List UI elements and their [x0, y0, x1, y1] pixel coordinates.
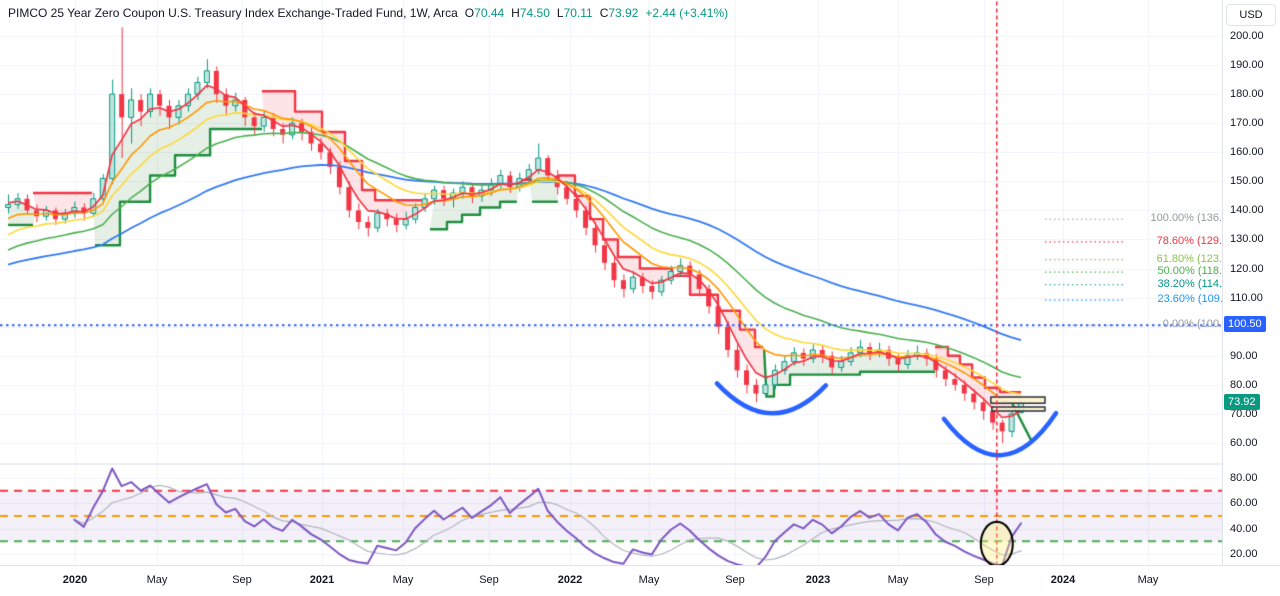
time-axis-label: May: [392, 574, 414, 586]
price-axis-label: 90.00: [1230, 349, 1258, 362]
chart-canvas[interactable]: [0, 0, 1222, 565]
time-axis-label: 2020: [62, 574, 88, 586]
price-axis-label: 200.00: [1230, 30, 1264, 42]
price-axis-label: 60.00: [1230, 436, 1258, 449]
symbol-description[interactable]: PIMCO 25 Year Zero Coupon U.S. Treasury …: [8, 6, 458, 20]
price-axis-label: 180.00: [1230, 88, 1264, 101]
price-axis[interactable]: USD 200.00 190.00 180.00 170.00 160.00 150.00…: [1222, 0, 1280, 565]
fib-level-label: 0.00% (100.50): [1162, 318, 1238, 331]
price-axis-label: 170.00: [1230, 117, 1264, 130]
ohlc-letter: H: [511, 6, 520, 20]
time-axis-label: Sep: [479, 574, 499, 586]
price-axis-label: 80.00: [1230, 378, 1258, 391]
time-axis-label: 2022: [557, 574, 583, 586]
price-axis-label: 120.00: [1230, 262, 1264, 275]
level-price-badge: 100.50: [1224, 316, 1266, 333]
last-price-badge: 73.92: [1224, 393, 1260, 410]
fib-level-label: 23.60% (109.11): [1157, 293, 1238, 306]
time-axis-label: 2023: [805, 574, 831, 586]
time-axis-label: May: [1137, 574, 1159, 586]
fib-level-label: 61.80% (123.04): [1156, 252, 1238, 265]
time-axis-label: May: [638, 574, 660, 586]
rsi-axis-label: 60.00: [1230, 497, 1258, 510]
time-axis-label: Sep: [725, 574, 745, 586]
ohlc-value: 70.11: [563, 6, 593, 20]
ohlc-letter: L: [556, 6, 564, 20]
price-axis-label: 150.00: [1230, 175, 1264, 188]
price-axis-label: 130.00: [1230, 233, 1264, 246]
time-axis[interactable]: 2020 May Sep 2021 May Sep 2022 May Sep 2023 May Sep…: [0, 565, 1280, 596]
change-value: +2.44 (+3.41%): [645, 6, 729, 20]
ohlc-values: O70.44 H74.50 L70.11 C73.92: [458, 6, 639, 20]
pane-separator[interactable]: [0, 463, 1222, 465]
price-axis-label: 140.00: [1230, 204, 1264, 217]
time-axis-label: May: [887, 574, 909, 586]
time-axis-label: Sep: [232, 574, 252, 586]
fib-level-label: 38.20% (114.43): [1157, 277, 1238, 290]
symbol-info[interactable]: PIMCO 25 Year Zero Coupon U.S. Treasury …: [8, 6, 728, 20]
price-axis-label: 190.00: [1230, 59, 1264, 72]
fib-level-label: 100.00% (136.97): [1150, 212, 1238, 225]
currency-button[interactable]: USD: [1226, 4, 1276, 26]
rsi-axis-label: 80.00: [1230, 472, 1258, 484]
fib-level-label: 78.60% (129.17): [1156, 234, 1238, 247]
rsi-axis-label: 20.00: [1230, 548, 1258, 560]
time-axis-label: 2021: [309, 574, 335, 586]
ohlc-value: 74.50: [519, 6, 550, 20]
ohlc-letter: O: [464, 6, 475, 20]
time-axis-label: 2024: [1050, 574, 1076, 586]
rsi-axis-label: 40.00: [1230, 522, 1258, 535]
time-axis-label: Sep: [974, 574, 994, 586]
ohlc-letter: C: [599, 6, 609, 20]
ohlc-value: 73.92: [608, 6, 639, 20]
time-axis-label: May: [146, 574, 168, 586]
price-axis-label: 110.00: [1230, 291, 1263, 304]
price-axis-label: 70.00: [1230, 407, 1258, 420]
fib-level-label: 50.00% (118.74): [1157, 265, 1238, 278]
ohlc-value: 70.44: [474, 6, 505, 20]
price-axis-label: 160.00: [1230, 146, 1264, 159]
